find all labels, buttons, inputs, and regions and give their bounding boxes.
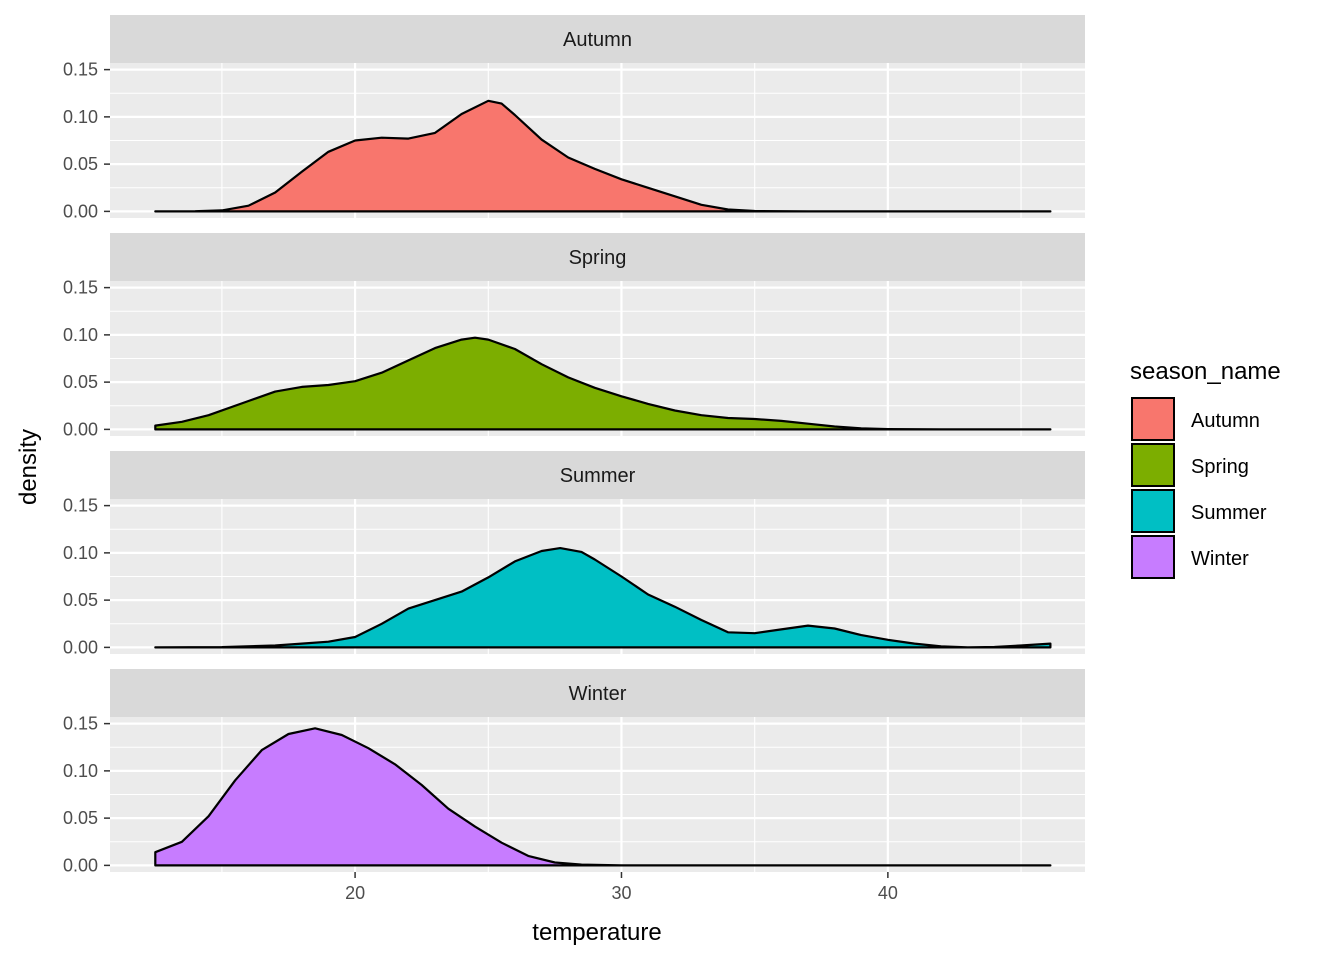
y-tick-label: 0.10 [63, 543, 98, 563]
y-tick-label: 0.10 [63, 107, 98, 127]
y-tick-label: 0.05 [63, 808, 98, 828]
facet-panels: Autumn 0.00 0.05 0.10 0.15 Spring 0.00 0.05 0.10… [63, 15, 1085, 875]
x-tick-label: 40 [878, 883, 898, 903]
legend-label: Spring [1191, 456, 1249, 478]
x-tick-label: 30 [611, 883, 631, 903]
y-tick-label: 0.10 [63, 761, 98, 781]
facet-panel-winter: Winter 0.00 0.05 0.10 0.15 [63, 669, 1085, 875]
legend-swatch [1131, 535, 1175, 579]
y-tick-label: 0.00 [63, 637, 98, 657]
y-tick-label: 0.05 [63, 372, 98, 392]
y-axis-title: density [15, 429, 42, 505]
facet-strip-label: Spring [569, 247, 627, 269]
y-tick-label: 0.15 [63, 60, 98, 80]
y-tick-label: 0.15 [63, 714, 98, 734]
legend-label: Winter [1191, 548, 1249, 570]
legend-swatch [1131, 397, 1175, 441]
legend: season_name Autumn Spring Summer Winter [1130, 358, 1281, 579]
x-axis-title: temperature [532, 919, 661, 946]
facet-strip [110, 233, 1085, 281]
facet-strip [110, 451, 1085, 499]
legend-item-spring: Spring [1131, 443, 1249, 487]
density-area-summer [154, 547, 1052, 649]
facet-panel-summer: Summer 0.00 0.05 0.10 0.15 [63, 451, 1085, 657]
y-tick-label: 0.05 [63, 590, 98, 610]
legend-swatch [1131, 443, 1175, 487]
facet-strip [110, 15, 1085, 63]
facet-strip-label: Autumn [563, 29, 632, 51]
facet-strip-label: Summer [560, 465, 636, 487]
y-tick-label: 0.15 [63, 278, 98, 298]
legend-item-summer: Summer [1131, 489, 1267, 533]
legend-item-autumn: Autumn [1131, 397, 1260, 441]
density-area-autumn [154, 99, 1052, 213]
density-area-spring [154, 336, 1052, 431]
legend-label: Autumn [1191, 410, 1260, 432]
x-axis: 20 30 40 [345, 872, 898, 903]
facet-panel-spring: Spring 0.00 0.05 0.10 0.15 [63, 233, 1085, 439]
facet-strip [110, 669, 1085, 717]
y-tick-label: 0.00 [63, 419, 98, 439]
y-tick-label: 0.00 [63, 855, 98, 875]
y-tick-label: 0.15 [63, 496, 98, 516]
legend-title: season_name [1130, 358, 1281, 385]
y-tick-label: 0.10 [63, 325, 98, 345]
facet-strip-label: Winter [569, 683, 627, 705]
facet-panel-autumn: Autumn 0.00 0.05 0.10 0.15 [63, 15, 1085, 221]
y-tick-label: 0.00 [63, 201, 98, 221]
legend-item-winter: Winter [1131, 535, 1249, 579]
y-tick-label: 0.05 [63, 154, 98, 174]
legend-items: Autumn Spring Summer Winter [1131, 397, 1267, 579]
legend-label: Summer [1191, 502, 1267, 524]
density-area-winter [154, 727, 1052, 867]
x-tick-label: 20 [345, 883, 365, 903]
legend-swatch [1131, 489, 1175, 533]
